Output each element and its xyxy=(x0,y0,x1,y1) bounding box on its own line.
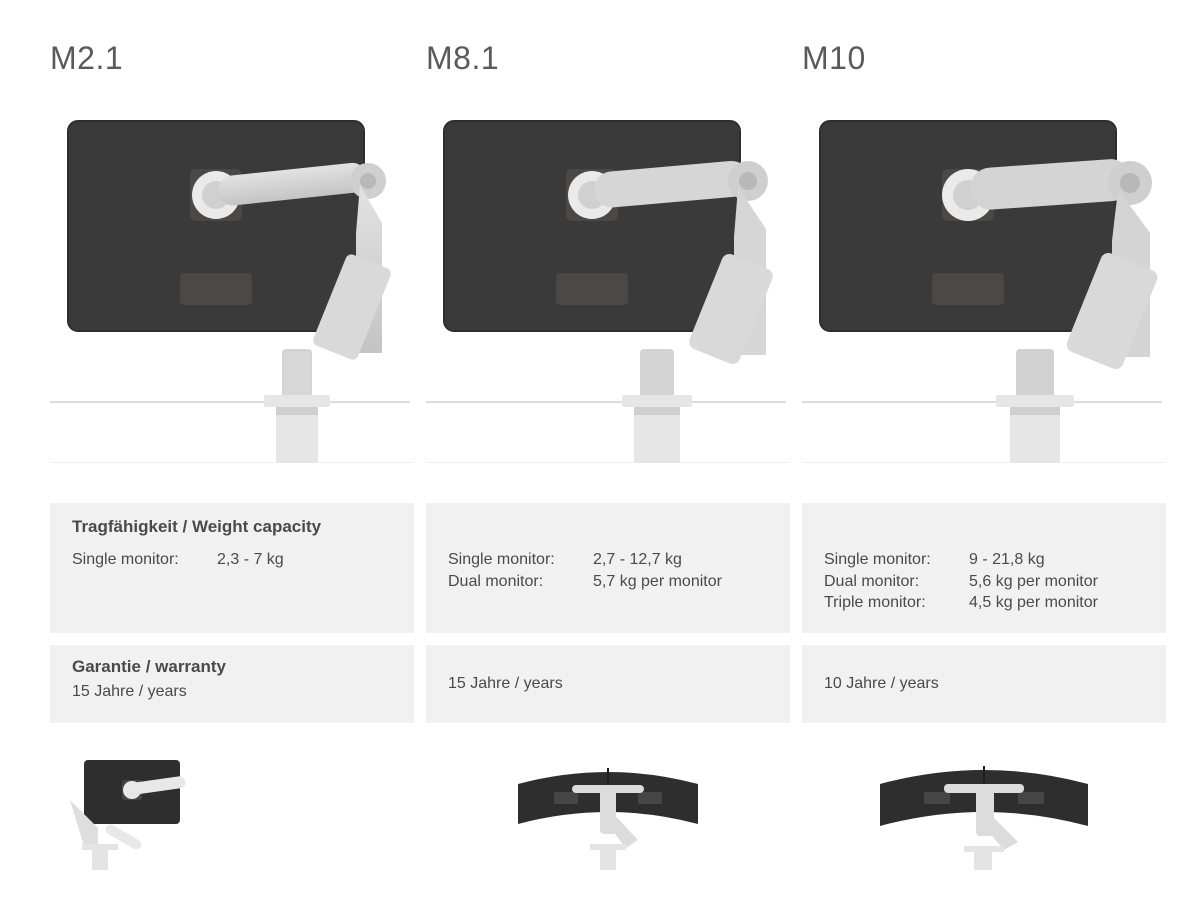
spec-value: 2,3 - 7 kg xyxy=(217,549,284,571)
spec-block-weight-m81: Tragfähigkeit / Weight capacity Single m… xyxy=(426,503,790,633)
spec-block-weight-m21: Tragfähigkeit / Weight capacity Single m… xyxy=(50,503,414,633)
titles-row: M2.1 M8.1 M10 xyxy=(50,40,1166,103)
spec-row: Triple monitor: 4,5 kg per monitor xyxy=(824,592,1144,614)
warranty-block-m10: Garantie / warranty 10 Jahre / years xyxy=(802,645,1166,723)
spec-label: Dual monitor: xyxy=(824,571,969,593)
spec-value: 5,7 kg per monitor xyxy=(593,571,722,593)
monitor-arm-icon xyxy=(50,103,410,463)
dual-monitor-arm-thumb-icon xyxy=(874,750,1094,870)
warranty-block-m81: Garantie / warranty 15 Jahre / years xyxy=(426,645,790,723)
product-title-m10: M10 xyxy=(802,40,1166,77)
monitor-arm-icon xyxy=(426,103,786,463)
hero-row xyxy=(50,103,1166,503)
thumbnail-row xyxy=(50,745,1166,875)
spec-row: Single monitor: 9 - 21,8 kg xyxy=(824,549,1144,571)
warranty-row: Garantie / warranty 15 Jahre / years Gar… xyxy=(50,645,1166,745)
monitor-arm-icon xyxy=(802,103,1162,463)
spec-heading-weight: Tragfähigkeit / Weight capacity xyxy=(72,517,392,537)
spec-row: Single monitor: 2,3 - 7 kg xyxy=(72,549,392,571)
warranty-value: 15 Jahre / years xyxy=(448,675,768,693)
spec-value: 9 - 21,8 kg xyxy=(969,549,1045,571)
comparison-page: M2.1 M8.1 M10 xyxy=(0,0,1200,875)
warranty-block-m21: Garantie / warranty 15 Jahre / years xyxy=(50,645,414,723)
thumbnail-m10 xyxy=(802,745,1166,875)
spec-label: Single monitor: xyxy=(824,549,969,571)
monitor-arm-thumb-icon xyxy=(54,750,204,870)
thumbnail-m21 xyxy=(50,745,414,875)
warranty-value: 15 Jahre / years xyxy=(72,683,392,701)
spec-value: 5,6 kg per monitor xyxy=(969,571,1098,593)
thumbnail-m81 xyxy=(426,745,790,875)
warranty-heading: Garantie / warranty xyxy=(72,657,392,677)
spec-block-weight-m10: Tragfähigkeit / Weight capacity Single m… xyxy=(802,503,1166,633)
dual-monitor-arm-thumb-icon xyxy=(508,750,708,870)
spec-value: 4,5 kg per monitor xyxy=(969,592,1098,614)
spec-value: 2,7 - 12,7 kg xyxy=(593,549,682,571)
hero-illustration-m81 xyxy=(426,103,790,463)
spec-label: Dual monitor: xyxy=(448,571,593,593)
hero-illustration-m21 xyxy=(50,103,414,463)
spec-row: Dual monitor: 5,7 kg per monitor xyxy=(448,571,768,593)
warranty-value: 10 Jahre / years xyxy=(824,675,1144,693)
weight-capacity-row: Tragfähigkeit / Weight capacity Single m… xyxy=(50,503,1166,645)
product-title-m81: M8.1 xyxy=(426,40,790,77)
spec-label: Single monitor: xyxy=(72,549,217,571)
spec-row: Dual monitor: 5,6 kg per monitor xyxy=(824,571,1144,593)
hero-illustration-m10 xyxy=(802,103,1166,463)
spec-label: Single monitor: xyxy=(448,549,593,571)
product-title-m21: M2.1 xyxy=(50,40,414,77)
spec-row: Single monitor: 2,7 - 12,7 kg xyxy=(448,549,768,571)
spec-label: Triple monitor: xyxy=(824,592,969,614)
